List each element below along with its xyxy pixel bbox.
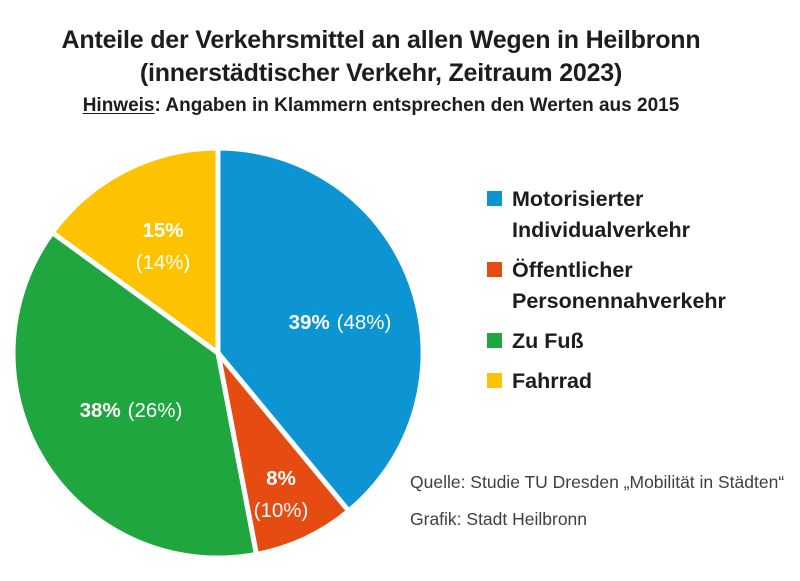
legend-swatch-fahrrad: [487, 373, 502, 388]
legend-swatch-miv: [487, 191, 502, 206]
chart-note: Hinweis: Angaben in Klammern entsprechen…: [0, 95, 762, 117]
legend-swatch-oepnv: [487, 262, 502, 277]
note-label: Hinweis: [82, 95, 155, 116]
slice-value-fahrrad: 15%: [142, 219, 183, 242]
legend-label-miv: Motorisierter Individualverkehr: [512, 187, 691, 242]
pie-chart: 39% (48%) 8% (10%) 38% (26%) 15% (14%): [10, 145, 426, 561]
slice-value-miv: 39% (48%): [289, 311, 392, 334]
note-text: : Angaben in Klammern entsprechen den We…: [154, 95, 680, 116]
legend-item-zu-fuss: Zu Fuß: [487, 326, 726, 357]
pie-slice-miv: [215, 145, 426, 514]
legend: Motorisierter Individualverkehr Öffentli…: [487, 184, 726, 397]
slice-prev-value-fahrrad: (14%): [136, 251, 191, 274]
legend-swatch-zu-fuss: [487, 333, 502, 348]
slice-value-zu-fuss: 38% (26%): [80, 399, 183, 422]
pie-slice-fahrrad: [49, 145, 221, 356]
legend-item-miv: Motorisierter Individualverkehr: [487, 184, 726, 246]
legend-item-fahrrad: Fahrrad: [487, 366, 726, 397]
legend-label-zu-fuss: Zu Fuß: [512, 329, 584, 353]
slice-prev-value-oepnv: (10%): [254, 499, 309, 522]
legend-label-oepnv: Öffentlicher Personennahverkehr: [512, 258, 726, 313]
pie-slice-zu-fuss: [10, 230, 259, 561]
title-line-2: (innerstädtischer Verkehr, Zeitraum 2023…: [139, 59, 623, 87]
slice-value-oepnv: 8%: [266, 467, 296, 490]
source-block: Quelle: Studie TU Dresden „Mobilität in …: [410, 471, 784, 530]
credit-line: Grafik: Stadt Heilbronn: [410, 509, 588, 529]
legend-label-fahrrad: Fahrrad: [512, 369, 593, 393]
title-line-1: Anteile der Verkehrsmittel an allen Wege…: [61, 26, 701, 54]
source-line: Quelle: Studie TU Dresden „Mobilität in …: [410, 472, 785, 492]
legend-item-oepnv: Öffentlicher Personennahverkehr: [487, 255, 726, 317]
header: Anteile der Verkehrsmittel an allen Wege…: [0, 24, 762, 117]
chart-title: Anteile der Verkehrsmittel an allen Wege…: [0, 24, 762, 90]
